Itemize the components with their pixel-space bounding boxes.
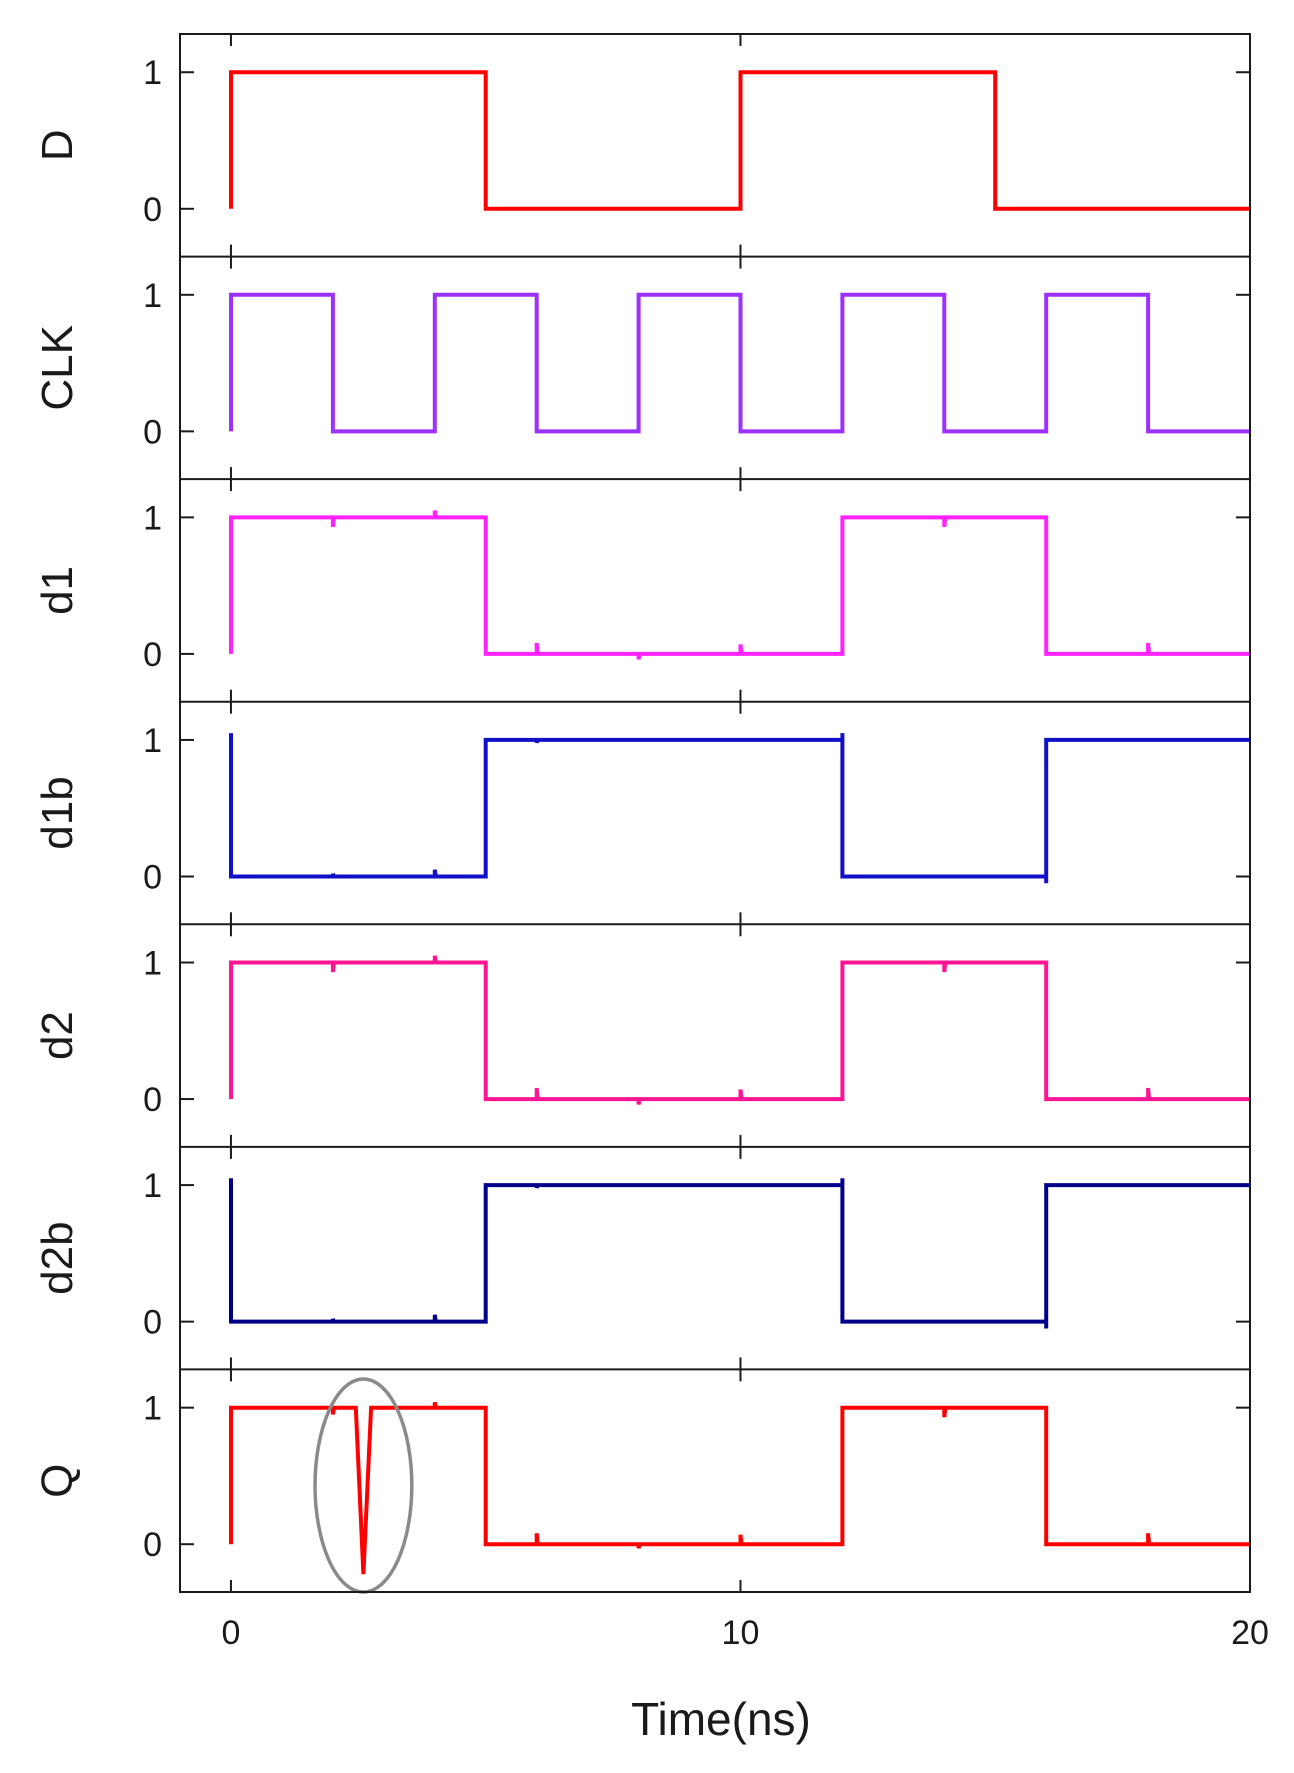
panel-d1b: 0 1 d1b xyxy=(33,700,1251,925)
x-tick-label: 20 xyxy=(1231,1614,1269,1652)
panel-d1: 0 1 d1 xyxy=(33,478,1251,702)
panel-label-d1b: d1b xyxy=(33,776,82,849)
panel-clk: 0 1 CLK xyxy=(33,255,1251,480)
plot-frame xyxy=(179,33,1251,1593)
y-tick-label: 0 xyxy=(143,1304,162,1342)
y-tick-label: 0 xyxy=(143,1081,162,1119)
y-tick-label: 0 xyxy=(143,636,162,674)
y-tick-label: 1 xyxy=(143,54,162,92)
trace-clk xyxy=(229,292,1250,434)
panel-label-d: D xyxy=(33,129,82,161)
y-tick-label: 1 xyxy=(143,945,162,983)
panel-d2b: 0 1 d2b xyxy=(33,1145,1251,1370)
panel-d2: 0 1 d2 xyxy=(33,923,1251,1147)
x-tick-label: 0 xyxy=(221,1614,240,1652)
y-tick-label: 1 xyxy=(143,277,162,315)
panel-label-d1: d1 xyxy=(33,566,82,615)
x-tick-label: 10 xyxy=(722,1614,760,1652)
y-tick-label: 1 xyxy=(143,1167,162,1205)
y-tick-label: 1 xyxy=(143,722,162,760)
trace-d2 xyxy=(229,955,1250,1105)
y-tick-label: 1 xyxy=(143,499,162,537)
y-tick-label: 0 xyxy=(143,858,162,896)
x-axis: 0 10 20 xyxy=(221,1614,1268,1652)
y-tick-label: 1 xyxy=(143,1390,162,1428)
panel-label-d2b: d2b xyxy=(33,1221,82,1294)
panel-label-clk: CLK xyxy=(33,325,82,411)
trace-d1 xyxy=(229,510,1250,660)
trace-q xyxy=(229,1401,1250,1575)
trace-d2b xyxy=(229,1178,1250,1329)
panel-label-q: Q xyxy=(33,1464,82,1498)
y-tick-label: 0 xyxy=(143,1526,162,1564)
plot-panels: 0 1 D 0 1 CLK 0 1 d1 0 1 d1b 0 1 d2 0 1 d2b 0 1 Q xyxy=(33,33,1251,1594)
panel-label-d2: d2 xyxy=(33,1011,82,1060)
y-tick-label: 0 xyxy=(143,413,162,451)
trace-d1b xyxy=(229,733,1250,884)
trace-d xyxy=(229,70,1250,211)
panel-d: 0 1 D xyxy=(33,34,1251,257)
x-axis-label: Time(ns) xyxy=(631,1693,811,1745)
panel-q: 0 1 Q xyxy=(33,1368,1251,1594)
y-tick-label: 0 xyxy=(143,191,162,229)
